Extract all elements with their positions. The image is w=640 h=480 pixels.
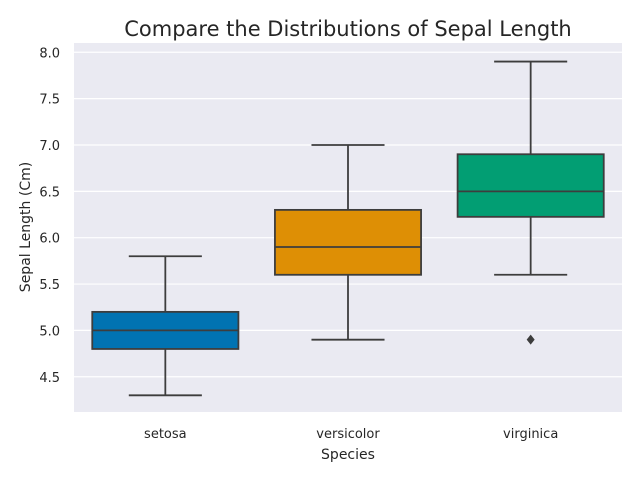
x-axis-label: Species bbox=[321, 447, 375, 463]
y-tick-label: 6.0 bbox=[39, 232, 60, 247]
outlier-point bbox=[526, 334, 535, 345]
y-tick-label: 7.5 bbox=[39, 93, 60, 108]
box-versicolor bbox=[274, 144, 422, 341]
boxes bbox=[91, 60, 605, 397]
y-tick-label: 5.0 bbox=[39, 324, 60, 339]
iqr-box bbox=[456, 153, 605, 218]
x-tick-label: virginica bbox=[503, 427, 558, 442]
y-tick-label: 8.0 bbox=[39, 46, 60, 61]
y-tick-labels: 4.5 5.0 5.5 6.0 6.5 7.0 7.5 8.0 bbox=[39, 46, 60, 385]
box-setosa bbox=[91, 255, 240, 397]
chart-title: Compare the Distributions of Sepal Lengt… bbox=[124, 17, 572, 41]
x-tick-labels: setosa versicolor virginica bbox=[144, 427, 558, 442]
y-tick-label: 6.5 bbox=[39, 185, 60, 200]
y-tick-label: 5.5 bbox=[39, 278, 60, 293]
y-tick-label: 7.0 bbox=[39, 139, 60, 154]
iqr-box bbox=[274, 208, 422, 276]
x-tick-label: versicolor bbox=[316, 427, 380, 442]
y-tick-label: 4.5 bbox=[39, 371, 60, 386]
y-axis-label: Sepal Length (Cm) bbox=[18, 162, 34, 292]
x-tick-label: setosa bbox=[144, 427, 187, 442]
box-virginica bbox=[456, 60, 605, 345]
